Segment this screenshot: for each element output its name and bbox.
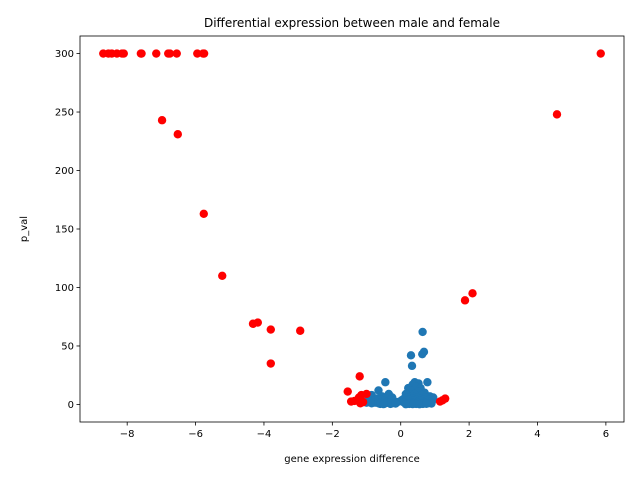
data-point [152,49,161,58]
data-point [356,399,365,408]
data-point [137,49,146,58]
y-tick-label: 200 [55,166,74,177]
data-point [460,296,470,305]
x-tick-label: 4 [534,429,540,440]
x-axis-label: gene expression difference [284,454,420,465]
data-point [401,400,411,409]
data-point [199,209,208,218]
data-point [266,325,275,334]
data-point [422,399,431,408]
x-tick-label: −8 [120,429,135,440]
data-point [418,349,427,359]
data-point [193,49,202,58]
y-tick-label: 300 [55,49,74,60]
data-point [248,319,258,328]
x-tick-label: −4 [257,429,272,440]
x-tick-label: 6 [603,429,609,440]
data-point [172,49,181,58]
data-point [435,397,445,406]
data-point [165,49,175,58]
data-point [355,372,364,381]
data-point [379,399,388,409]
data-point [346,397,356,406]
x-tick-label: 0 [398,429,404,440]
data-point [391,399,400,408]
data-point [408,399,417,409]
data-point [552,110,562,119]
data-point [381,378,390,387]
data-point [157,116,167,125]
y-tick-label: 250 [55,108,74,119]
y-axis-label: p_val [19,216,30,242]
data-point [423,378,432,387]
data-point [119,49,128,58]
data-point [407,361,417,371]
data-point [296,326,305,335]
y-tick-label: 100 [55,283,74,294]
data-point [418,327,427,337]
data-point [173,130,182,139]
data-point [406,351,416,360]
data-point [343,387,352,396]
y-tick-label: 0 [68,400,74,411]
data-point [218,271,227,280]
points-layer [99,49,605,409]
data-point [199,49,209,58]
data-point [468,289,477,298]
x-tick-label: −2 [325,429,340,440]
y-tick-label: 150 [55,225,74,236]
y-tick-label: 50 [61,341,74,352]
data-point [596,49,605,58]
ticks-layer: −8 −6 −4 −2 0 2 4 6 0 50 100 150 200 250 300 [55,49,609,440]
data-point [266,359,275,368]
data-point [367,399,376,408]
chart-title: Differential expression between male and… [204,16,500,30]
data-point [415,400,424,409]
x-tick-label: −6 [188,429,203,440]
x-tick-label: 2 [466,429,472,440]
